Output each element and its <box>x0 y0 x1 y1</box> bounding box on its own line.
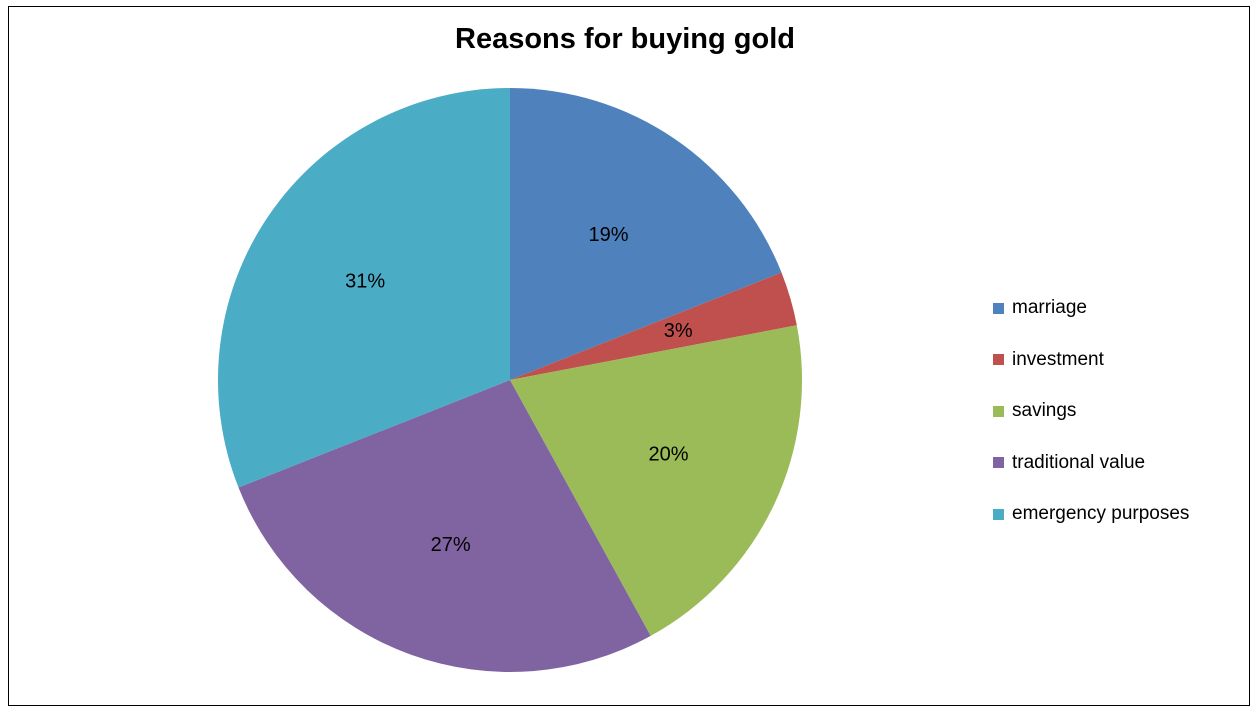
legend-item-marriage: marriage <box>993 295 1243 321</box>
pie-chart: 19% 3% 20% 27% 31% <box>218 88 802 672</box>
chart-title: Reasons for buying gold <box>455 23 795 55</box>
slice-label-savings: 20% <box>649 444 689 466</box>
legend-label: savings <box>1012 400 1077 421</box>
slice-label-marriage: 19% <box>588 224 628 246</box>
legend-label: marriage <box>1012 297 1087 318</box>
legend-label: traditional value <box>1012 451 1146 473</box>
slice-label-emergency-purposes: 31% <box>345 271 385 293</box>
legend-label: investment <box>1012 348 1104 370</box>
pie-slice-investment <box>510 272 797 380</box>
legend-item-traditional-value: traditional value <box>993 450 1243 476</box>
legend-item-savings: savings <box>993 398 1243 424</box>
chart-legend: marriage investment savings traditional val… <box>993 295 1243 553</box>
legend-item-emergency-purposes: emergency purposes <box>993 501 1243 527</box>
pie-slice-marriage <box>510 88 782 380</box>
legend-swatch <box>993 457 1004 468</box>
legend-swatch <box>993 405 1004 417</box>
legend-label: emergency purposes <box>1012 503 1190 524</box>
pie-slice-savings <box>510 325 802 636</box>
legend-swatch <box>993 302 1004 314</box>
pie-slice-emergency-purposes <box>218 88 511 488</box>
legend-swatch <box>993 508 1004 520</box>
legend-swatch <box>993 354 1004 365</box>
legend-item-investment: investment <box>993 347 1243 373</box>
slice-label-traditional-value: 27% <box>431 534 471 556</box>
slice-label-investment: 3% <box>664 320 693 342</box>
pie-slice-traditional-value <box>238 380 651 672</box>
